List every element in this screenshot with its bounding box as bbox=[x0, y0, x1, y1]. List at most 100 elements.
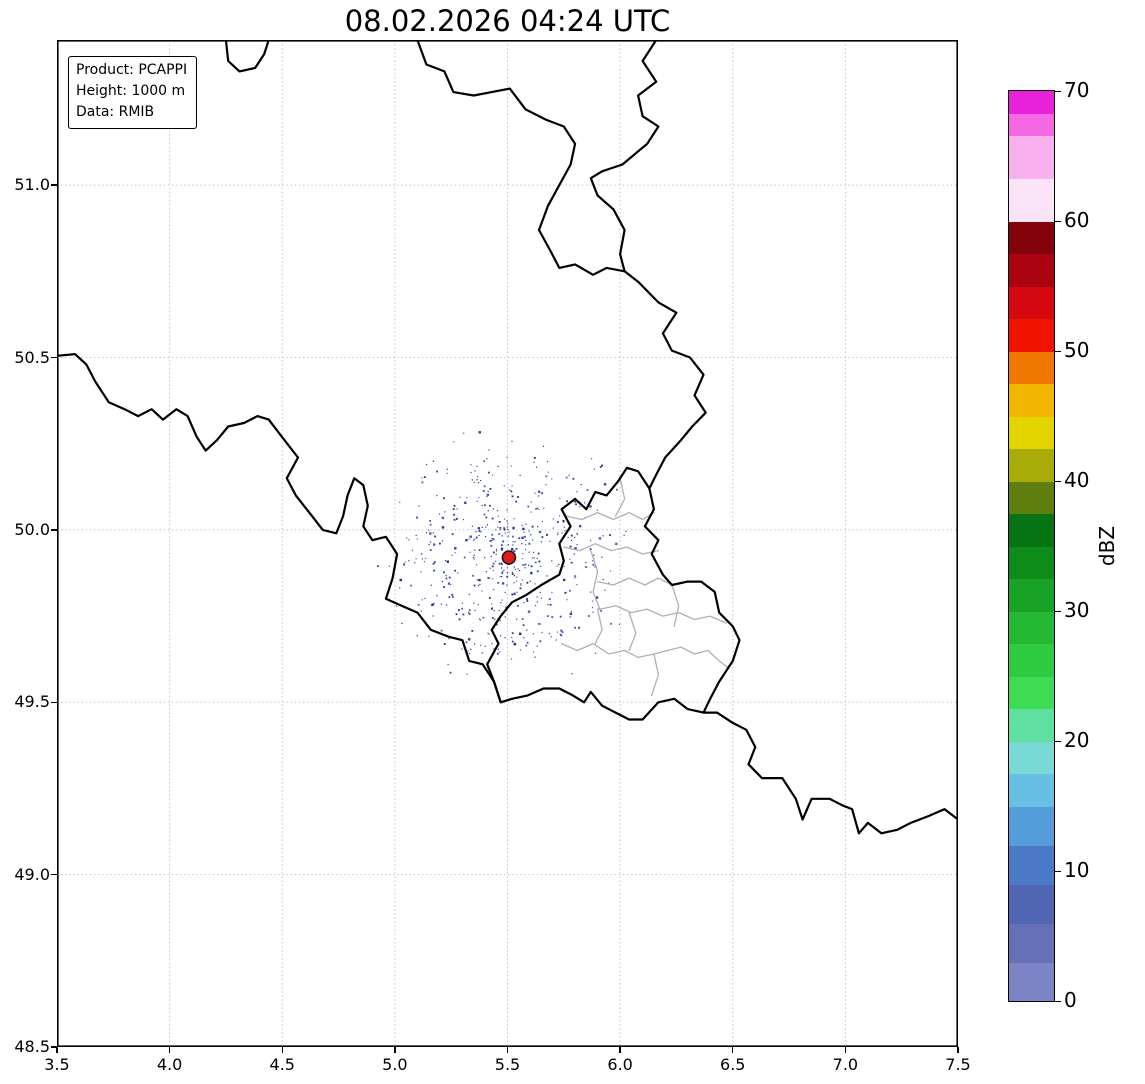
echo-pixel bbox=[478, 585, 480, 587]
echo-pixel bbox=[540, 541, 542, 543]
echo-pixel bbox=[604, 589, 606, 591]
echo-pixel bbox=[486, 458, 488, 460]
echo-pixel bbox=[491, 607, 493, 610]
echo-pixel bbox=[547, 471, 549, 473]
echo-pixel bbox=[465, 641, 468, 644]
x-axis-tick bbox=[619, 1047, 621, 1053]
echo-pixel bbox=[429, 541, 432, 543]
echo-pixel bbox=[453, 518, 456, 521]
echo-pixel bbox=[603, 483, 607, 486]
echo-pixel bbox=[580, 484, 582, 486]
echo-pixel bbox=[595, 596, 599, 599]
echo-pixel bbox=[474, 609, 476, 611]
echo-pixel bbox=[548, 598, 551, 601]
echo-pixel bbox=[508, 489, 511, 491]
echo-pixel bbox=[498, 533, 501, 535]
echo-pixel bbox=[532, 539, 534, 541]
echo-pixel bbox=[491, 617, 494, 619]
echo-pixel bbox=[497, 515, 499, 517]
echo-pixel bbox=[536, 557, 538, 559]
echo-pixel bbox=[601, 556, 603, 558]
echo-pixel bbox=[567, 536, 569, 538]
echo-pixel bbox=[425, 532, 427, 534]
echo-pixel bbox=[426, 463, 428, 466]
echo-pixel bbox=[535, 561, 537, 563]
echo-pixel bbox=[516, 591, 518, 593]
echo-pixel bbox=[561, 631, 564, 633]
echo-pixel bbox=[482, 490, 485, 492]
echo-pixel bbox=[496, 550, 498, 552]
colorbar-band bbox=[1009, 351, 1054, 385]
echo-pixel bbox=[416, 516, 418, 519]
echo-pixel bbox=[473, 539, 475, 541]
echo-pixel bbox=[489, 577, 491, 579]
echo-pixel bbox=[434, 535, 436, 538]
echo-pixel bbox=[513, 574, 515, 577]
echo-pixel bbox=[510, 658, 513, 660]
lux-canton-line-8 bbox=[560, 642, 669, 659]
colorbar-tick-label: 70 bbox=[1064, 78, 1090, 103]
echo-pixel bbox=[436, 595, 438, 597]
echo-pixel bbox=[501, 599, 503, 601]
echo-pixel bbox=[484, 557, 486, 559]
echo-pixel bbox=[492, 474, 494, 476]
echo-pixel bbox=[489, 504, 491, 507]
echo-pixel bbox=[569, 545, 572, 548]
echo-pixel bbox=[563, 526, 565, 528]
echo-pixel bbox=[589, 505, 592, 508]
echo-pixel bbox=[486, 493, 490, 497]
echo-pixel bbox=[429, 532, 432, 535]
echo-pixel bbox=[600, 610, 603, 612]
echo-pixel bbox=[522, 564, 525, 566]
echo-pixel bbox=[514, 541, 516, 543]
echo-pixel bbox=[474, 643, 476, 645]
echo-pixel bbox=[592, 611, 594, 613]
echo-pixel bbox=[511, 640, 514, 643]
echo-pixel bbox=[549, 540, 551, 542]
echo-pixel bbox=[478, 534, 480, 537]
echo-pixel bbox=[601, 464, 603, 467]
germany-netherlands-border bbox=[589, 40, 660, 273]
lux-canton-line-10 bbox=[651, 653, 660, 697]
y-axis-tick bbox=[51, 356, 57, 359]
echo-pixel bbox=[480, 531, 482, 533]
echo-pixel bbox=[454, 552, 456, 554]
echo-pixel bbox=[521, 579, 524, 581]
x-axis-tick bbox=[732, 1047, 734, 1053]
echo-pixel bbox=[591, 607, 594, 609]
lux-canton-line-12 bbox=[666, 646, 729, 669]
echo-pixel bbox=[587, 615, 590, 617]
colorbar-band bbox=[1009, 448, 1054, 482]
echo-pixel bbox=[433, 561, 436, 563]
echo-pixel bbox=[547, 615, 549, 617]
echo-pixel bbox=[512, 526, 515, 530]
echo-pixel bbox=[471, 525, 473, 527]
echo-pixel bbox=[480, 644, 482, 646]
echo-pixel bbox=[525, 544, 527, 546]
colorbar-tick bbox=[1055, 90, 1061, 92]
echo-pixel bbox=[480, 479, 482, 482]
echo-pixel bbox=[451, 533, 454, 536]
echo-pixel bbox=[536, 645, 538, 647]
echo-pixel bbox=[439, 513, 441, 515]
echo-pixel bbox=[513, 518, 515, 520]
lux-canton-line-7 bbox=[671, 584, 680, 628]
echo-pixel bbox=[448, 576, 451, 579]
echo-pixel bbox=[416, 538, 418, 540]
x-axis-tick bbox=[168, 1047, 171, 1053]
echo-pixel bbox=[525, 549, 527, 551]
echo-pixel bbox=[428, 529, 430, 531]
echo-pixel bbox=[466, 497, 468, 499]
echo-pixel bbox=[534, 656, 536, 658]
echo-pixel bbox=[448, 596, 451, 598]
echo-pixel bbox=[501, 535, 503, 537]
echo-pixel bbox=[525, 539, 527, 542]
echo-pixel bbox=[556, 565, 558, 567]
echo-pixel bbox=[468, 638, 471, 641]
echo-pixel bbox=[497, 526, 499, 528]
echo-pixel bbox=[479, 619, 481, 621]
echo-pixel bbox=[468, 609, 471, 612]
echo-pixel bbox=[590, 540, 592, 542]
echo-pixel bbox=[512, 541, 514, 543]
